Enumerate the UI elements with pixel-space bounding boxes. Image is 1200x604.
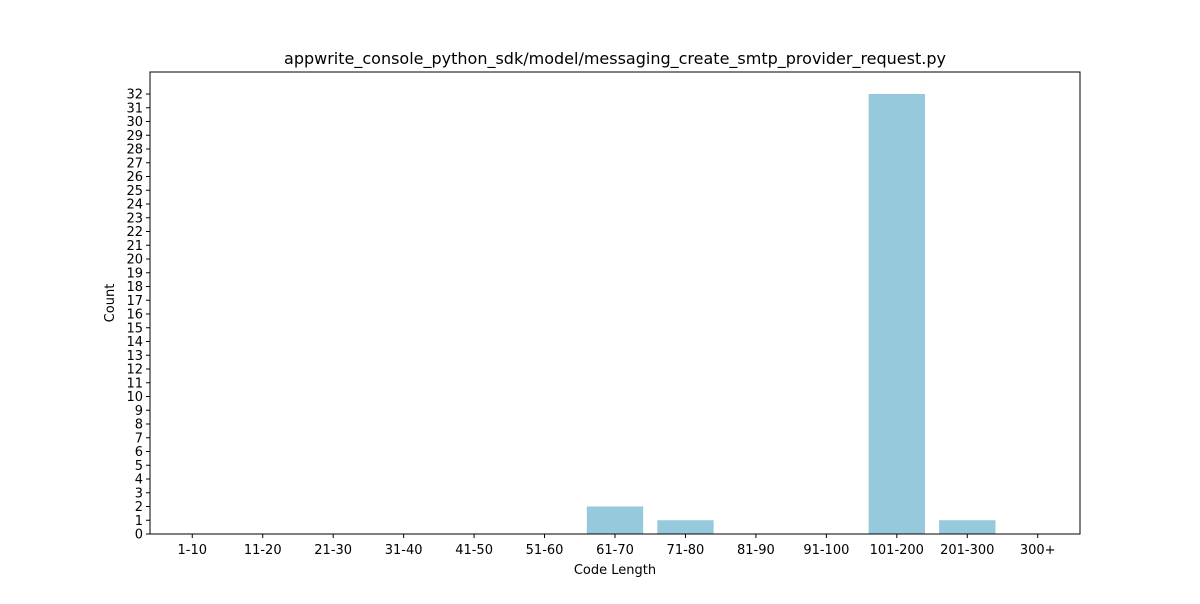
x-tick-label: 41-50 [455, 543, 493, 558]
y-tick-label: 23 [126, 211, 143, 226]
y-tick-label: 3 [135, 486, 143, 501]
y-tick-label: 22 [126, 225, 143, 240]
x-tick-label: 51-60 [526, 543, 564, 558]
x-tick-label: 91-100 [803, 543, 849, 558]
x-tick-label: 31-40 [385, 543, 423, 558]
y-tick-label: 12 [126, 363, 143, 378]
y-tick-label: 2 [135, 500, 143, 515]
x-tick-label: 1-10 [178, 543, 208, 558]
y-tick-label: 30 [126, 115, 143, 130]
y-tick-label: 11 [126, 376, 143, 391]
y-tick-label: 4 [135, 473, 143, 488]
y-tick-label: 15 [126, 321, 143, 336]
x-tick-label: 201-300 [940, 543, 994, 558]
y-tick-label: 13 [126, 349, 143, 364]
y-tick-label: 10 [126, 390, 143, 405]
x-tick-label: 81-90 [737, 543, 775, 558]
x-tick-label: 11-20 [244, 543, 282, 558]
y-tick-label: 6 [135, 445, 143, 460]
y-tick-label: 26 [126, 170, 143, 185]
y-tick-label: 17 [126, 294, 143, 309]
x-tick-label: 21-30 [314, 543, 352, 558]
y-tick-label: 20 [126, 253, 143, 268]
bar-61-70 [586, 506, 644, 534]
bar-201-300 [939, 520, 996, 534]
y-tick-label: 1 [135, 514, 143, 529]
bar-101-200 [868, 94, 925, 534]
chart-title: appwrite_console_python_sdk/model/messag… [284, 49, 946, 69]
y-tick-label: 25 [126, 184, 143, 199]
y-tick-label: 7 [135, 431, 143, 446]
y-tick-label: 16 [126, 308, 143, 323]
x-tick-label: 61-70 [596, 543, 634, 558]
y-tick-label: 32 [126, 88, 143, 103]
y-tick-label: 14 [126, 335, 143, 350]
y-tick-label: 19 [126, 266, 143, 281]
y-tick-label: 24 [126, 198, 143, 213]
y-tick-label: 27 [126, 156, 143, 171]
x-tick-label: 101-200 [870, 543, 924, 558]
y-tick-label: 8 [135, 418, 143, 433]
y-tick-label: 18 [126, 280, 143, 295]
y-tick-label: 9 [135, 404, 143, 419]
x-axis-ticks: 1-10 11-20 21-30 31-40 41-50 51-60 61-70 71-80 8… [178, 534, 1056, 558]
x-tick-label: 71-80 [667, 543, 705, 558]
y-axis-ticks: 0123456789101112131415161718192021222324… [126, 88, 150, 543]
plot-frame [149, 71, 1081, 535]
y-tick-label: 29 [126, 129, 143, 144]
bar-71-80 [657, 520, 714, 534]
y-tick-label: 0 [135, 528, 143, 543]
y-tick-label: 31 [126, 101, 143, 116]
x-axis-label: Code Length [574, 563, 656, 578]
y-axis-label: Count [103, 284, 118, 323]
y-tick-label: 5 [135, 459, 143, 474]
bars-group [586, 94, 996, 534]
y-tick-label: 21 [126, 239, 143, 254]
x-tick-label: 300+ [1020, 543, 1056, 558]
y-tick-label: 28 [126, 143, 143, 158]
